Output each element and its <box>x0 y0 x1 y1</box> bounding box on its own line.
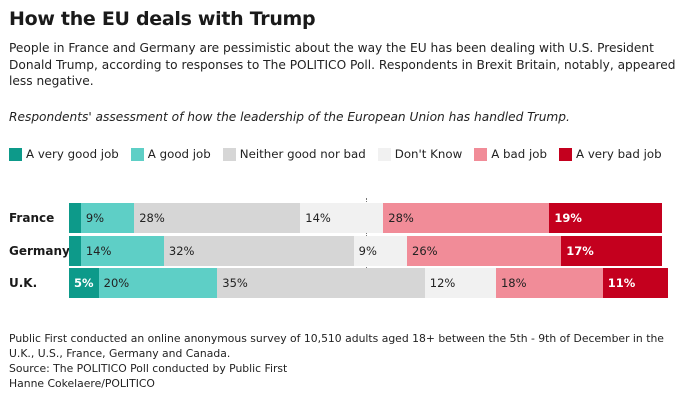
data-label: 14% <box>85 243 112 258</box>
bar-segment <box>383 203 550 233</box>
bar-segment <box>69 235 81 266</box>
legend-label: A very bad job <box>576 147 662 161</box>
category-label: Germany <box>9 243 70 258</box>
legend-label: A bad job <box>491 147 547 161</box>
data-label: 35% <box>222 276 248 290</box>
legend-swatch <box>9 147 22 161</box>
bar-segment <box>134 203 301 233</box>
source-line: Source: The POLITICO Poll conducted by P… <box>9 362 288 375</box>
stacked-bar-chart: France 9% 28% 14% 28% 19% Germany 14% 32% 9% 26% 17… <box>0 198 689 298</box>
credit-line: Hanne Cokelaere/POLITICO <box>9 377 155 390</box>
legend-swatch <box>130 147 144 161</box>
data-label: 28% <box>139 211 165 225</box>
data-label: 9% <box>358 243 377 258</box>
chart-description: Respondents' assessment of how the leade… <box>9 110 570 124</box>
bar-segment <box>602 268 668 298</box>
legend-swatch <box>559 147 572 161</box>
data-label: 26% <box>412 243 438 258</box>
legend-item: A very bad job <box>559 147 662 161</box>
data-label: 9% <box>85 211 105 225</box>
bar-segment <box>407 235 562 266</box>
data-label: 19% <box>554 211 582 225</box>
bar-segment <box>163 235 354 266</box>
category-label: France <box>9 211 55 225</box>
bar-segment <box>300 203 384 233</box>
bar-segment <box>69 203 81 233</box>
bar-segment <box>549 203 662 233</box>
legend-item: Don't Know <box>377 147 463 161</box>
legend-label: A very good job <box>26 147 119 161</box>
bar-segment <box>98 268 218 298</box>
data-label: 14% <box>305 211 331 225</box>
footer: Public First conducted an online anonymo… <box>9 331 679 391</box>
legend: A very good job A good job Neither good no… <box>9 147 674 161</box>
data-label: 20% <box>103 276 130 290</box>
data-label: 11% <box>607 276 636 290</box>
chart-title: How the EU deals with Trump <box>9 8 316 30</box>
category-label: U.K. <box>9 276 38 290</box>
legend-swatch <box>474 147 488 161</box>
bar-segment <box>561 235 662 266</box>
bar-segment <box>495 268 603 298</box>
legend-label: A good job <box>147 147 211 161</box>
legend-item: A good job <box>130 147 211 161</box>
data-label: 28% <box>388 211 414 225</box>
legend-swatch <box>377 147 391 161</box>
legend-swatch <box>222 147 236 161</box>
data-label: 12% <box>429 276 456 290</box>
data-label: 5% <box>74 276 94 290</box>
legend-item: A very good job <box>9 147 119 161</box>
legend-label: Neither good nor bad <box>239 147 366 161</box>
chart-subtitle: People in France and Germany are pessimi… <box>9 41 676 88</box>
data-label: 18% <box>500 276 527 290</box>
legend-item: Neither good nor bad <box>222 147 366 161</box>
bar-segment <box>353 235 407 266</box>
bar-segment <box>424 268 496 298</box>
bar-segment <box>80 235 164 266</box>
bar-segment <box>69 268 99 298</box>
legend-item: A bad job <box>474 147 547 161</box>
bar-segment <box>217 268 425 298</box>
bar-segment <box>80 203 135 233</box>
data-label: 17% <box>566 243 594 258</box>
survey-note: Public First conducted an online anonymo… <box>9 332 664 360</box>
legend-label: Don't Know <box>394 147 463 161</box>
data-label: 32% <box>168 243 195 258</box>
